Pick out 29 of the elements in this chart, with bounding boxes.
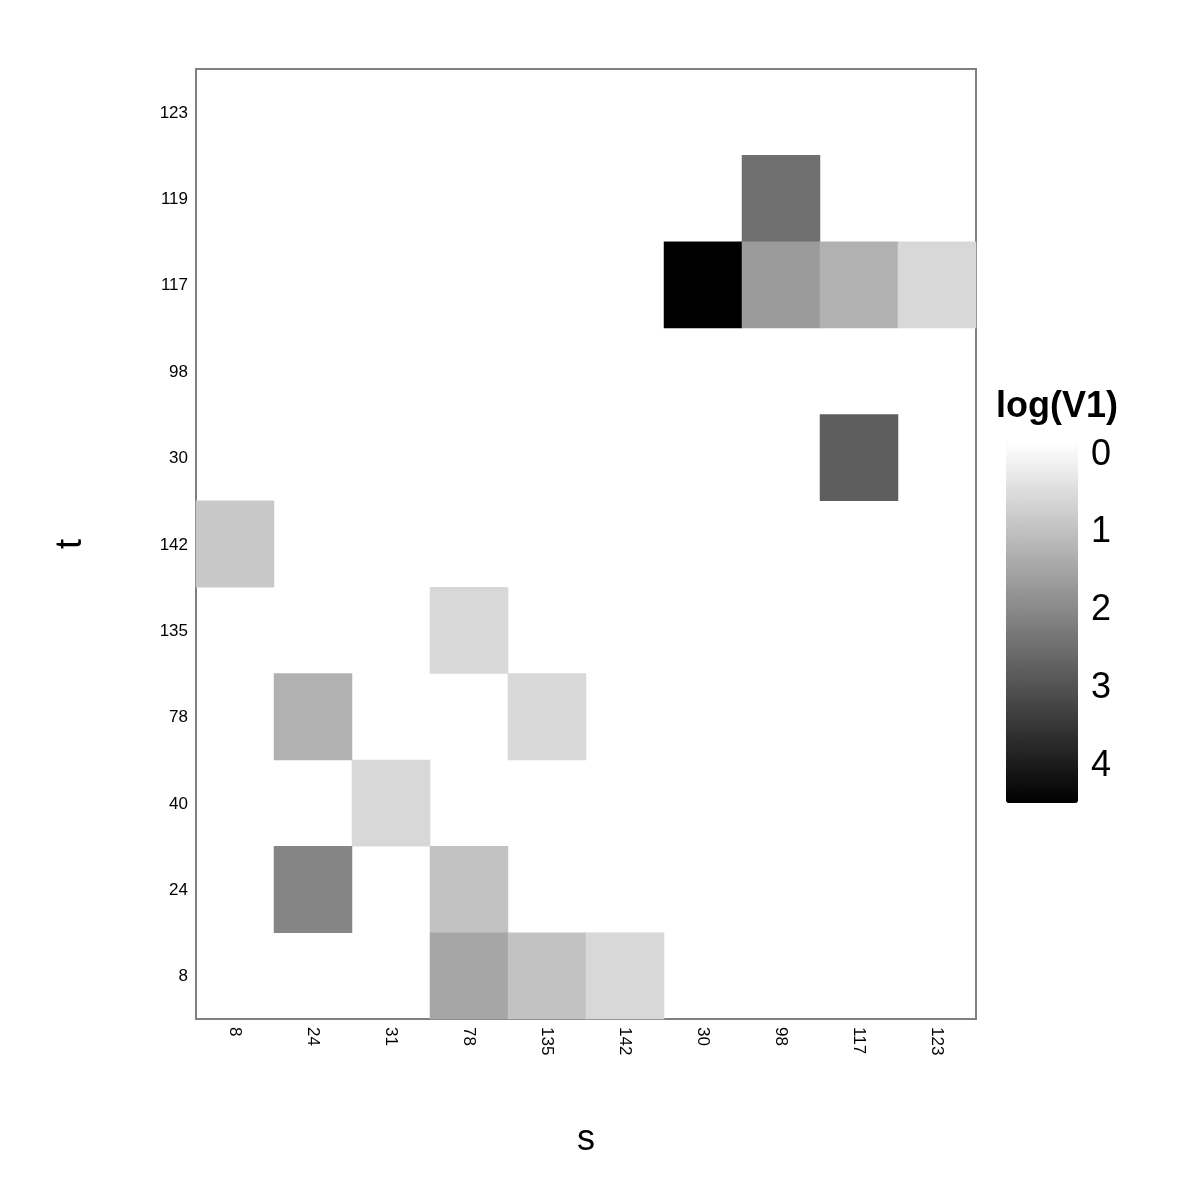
color-bar-label: 0 [1091,431,1112,473]
x-tick-label: 117 [849,1027,869,1055]
x-tick-label: 123 [927,1027,947,1056]
x-tick-label: 8 [225,1027,245,1037]
y-tick-label: 123 [159,102,188,122]
x-tick-label: 98 [771,1027,791,1046]
y-tick-label: 40 [169,793,188,813]
y-tick-label: 135 [159,620,188,640]
y-tick-label: 117 [160,275,188,295]
x-tick-label: 78 [459,1027,479,1046]
x-tick-label: 24 [303,1027,323,1046]
x-tick-label: 135 [537,1027,557,1056]
y-tick-label: 24 [169,879,188,899]
y-tick-label: 119 [160,189,188,209]
x-tick-label: 30 [693,1027,713,1046]
y-tick-label: 8 [178,966,188,986]
color-bar-label: 1 [1091,509,1112,551]
y-tick-label: 142 [159,534,188,554]
x-tick-label: 31 [381,1027,401,1046]
y-tick-label: 78 [169,707,188,727]
x-axis-title: s [577,1116,595,1158]
y-tick-label: 30 [169,448,188,468]
color-bar-label: 3 [1091,664,1112,706]
color-bar-label: 4 [1091,742,1112,784]
y-tick-label: 98 [169,361,188,381]
y-axis-title: t [47,538,89,550]
x-tick-label: 142 [615,1027,635,1056]
color-bar-label: 2 [1091,587,1112,629]
color-bar-title: log(V1) [996,383,1118,425]
